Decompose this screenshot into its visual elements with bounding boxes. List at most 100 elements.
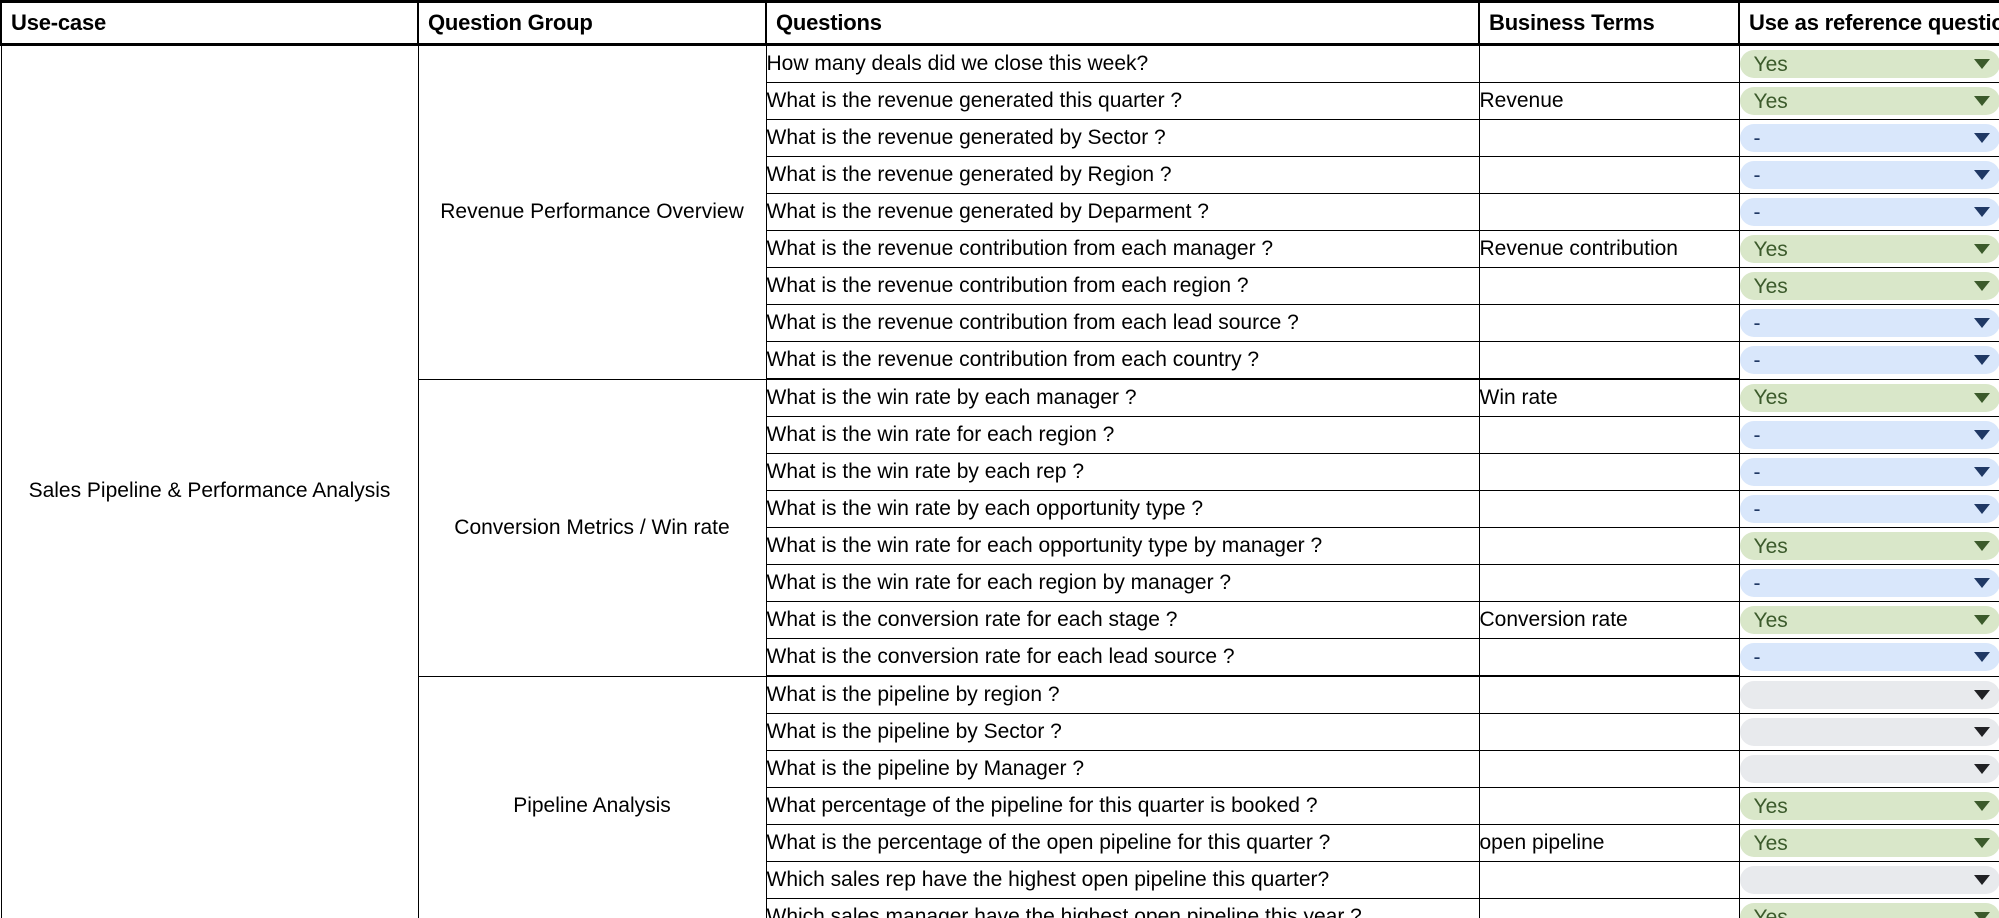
business-term-cell[interactable]: open pipeline [1478,824,1740,862]
business-term-cell[interactable] [1478,787,1740,825]
chevron-down-icon[interactable] [1973,59,1990,69]
business-term-cell[interactable] [1478,267,1740,305]
business-term-cell[interactable] [1478,861,1740,899]
chevron-down-icon[interactable] [1973,689,1990,700]
chevron-down-icon[interactable] [1973,244,1990,254]
chevron-down-icon[interactable] [1973,615,1990,625]
question-cell[interactable]: What is the revenue generated by Sector … [765,119,1480,157]
chevron-down-icon[interactable] [1973,392,1990,403]
question-cell[interactable]: What is the conversion rate for each sta… [765,601,1480,639]
question-cell[interactable]: What is the win rate for each region by … [765,564,1480,602]
question-cell[interactable]: What is the win rate for each opportunit… [765,527,1480,565]
question-group-cell[interactable]: Revenue Performance Overview [417,44,767,380]
chevron-down-icon[interactable] [1973,801,1990,811]
question-cell[interactable]: Which sales rep have the highest open pi… [765,861,1480,899]
chevron-down-icon[interactable] [1973,875,1990,885]
reference-question-dropdown[interactable]: Yes [1739,792,1999,820]
reference-question-dropdown[interactable]: - [1739,124,1999,152]
business-term-cell[interactable] [1478,341,1740,380]
reference-question-dropdown[interactable]: Yes [1739,87,1999,115]
chevron-down-icon[interactable] [1973,541,1990,551]
question-group-cell[interactable]: Pipeline Analysis [417,675,767,918]
question-cell[interactable]: What is the pipeline by Sector ? [765,713,1480,751]
question-cell[interactable]: What is the win rate by each manager ? [765,378,1480,417]
question-cell[interactable]: What is the revenue contribution from ea… [765,341,1480,380]
reference-question-dropdown[interactable]: Yes [1739,272,1999,300]
question-cell[interactable]: What is the revenue contribution from ea… [765,304,1480,342]
business-term-cell[interactable]: Win rate [1478,378,1740,417]
chevron-down-icon[interactable] [1973,318,1990,328]
question-cell[interactable]: What is the revenue contribution from ea… [765,230,1480,268]
chevron-down-icon[interactable] [1973,912,1990,918]
business-term-cell[interactable] [1478,119,1740,157]
reference-question-dropdown[interactable]: - [1739,346,1999,375]
business-term-cell[interactable] [1478,490,1740,528]
chevron-down-icon[interactable] [1973,133,1990,143]
reference-question-dropdown[interactable]: - [1739,421,1999,449]
reference-question-dropdown[interactable]: Yes [1739,829,1999,857]
reference-question-dropdown[interactable] [1739,755,1999,783]
business-term-cell[interactable] [1478,564,1740,602]
reference-question-dropdown[interactable]: - [1739,198,1999,226]
reference-question-dropdown[interactable]: Yes [1739,50,1999,78]
reference-question-dropdown[interactable]: Yes [1739,235,1999,263]
reference-question-dropdown[interactable] [1739,866,1999,894]
business-term-cell[interactable] [1478,527,1740,565]
chevron-down-icon[interactable] [1973,838,1990,848]
business-term-cell[interactable] [1478,713,1740,751]
business-term-cell[interactable]: Revenue [1478,82,1740,120]
chevron-down-icon[interactable] [1973,578,1990,588]
business-term-cell[interactable] [1478,453,1740,491]
reference-question-dropdown[interactable]: - [1739,309,1999,337]
question-cell[interactable]: What is the revenue contribution from ea… [765,267,1480,305]
reference-question-dropdown[interactable]: - [1739,643,1999,672]
business-term-cell[interactable] [1478,193,1740,231]
chevron-down-icon[interactable] [1973,355,1990,366]
usecase-cell[interactable]: Sales Pipeline & Performance Analysis [0,44,419,918]
business-term-cell[interactable]: Conversion rate [1478,601,1740,639]
question-cell[interactable]: What is the conversion rate for each lea… [765,638,1480,677]
question-cell[interactable]: What is the win rate for each region ? [765,416,1480,454]
reference-question-dropdown[interactable] [1739,680,1999,709]
chevron-down-icon[interactable] [1973,764,1990,774]
reference-question-dropdown[interactable]: Yes [1739,532,1999,560]
question-cell[interactable]: What is the pipeline by region ? [765,675,1480,714]
business-term-cell[interactable] [1478,638,1740,677]
question-group-cell[interactable]: Conversion Metrics / Win rate [417,378,767,677]
question-cell[interactable]: Which sales manager have the highest ope… [765,898,1480,918]
reference-question-dropdown[interactable]: Yes [1739,606,1999,634]
business-term-cell[interactable] [1478,43,1740,83]
business-term-cell[interactable] [1478,898,1740,918]
chevron-down-icon[interactable] [1973,504,1990,514]
question-cell[interactable]: How many deals did we close this week? [765,43,1480,83]
question-cell[interactable]: What is the pipeline by Manager ? [765,750,1480,788]
business-term-cell[interactable] [1478,750,1740,788]
reference-question-dropdown[interactable]: Yes [1739,383,1999,412]
chevron-down-icon[interactable] [1973,207,1990,217]
business-term-cell[interactable] [1478,156,1740,194]
question-cell[interactable]: What is the percentage of the open pipel… [765,824,1480,862]
reference-question-dropdown[interactable] [1739,718,1999,746]
question-cell[interactable]: What percentage of the pipeline for this… [765,787,1480,825]
reference-question-dropdown[interactable]: Yes [1739,903,1999,918]
chevron-down-icon[interactable] [1973,467,1990,477]
chevron-down-icon[interactable] [1973,96,1990,106]
reference-question-dropdown[interactable]: - [1739,458,1999,486]
chevron-down-icon[interactable] [1973,430,1990,440]
question-cell[interactable]: What is the revenue generated by Region … [765,156,1480,194]
business-term-cell[interactable] [1478,416,1740,454]
chevron-down-icon[interactable] [1973,170,1990,180]
business-term-cell[interactable] [1478,304,1740,342]
reference-question-dropdown[interactable]: - [1739,495,1999,523]
chevron-down-icon[interactable] [1973,727,1990,737]
reference-question-dropdown[interactable]: - [1739,161,1999,189]
question-cell[interactable]: What is the win rate by each opportunity… [765,490,1480,528]
question-cell[interactable]: What is the revenue generated this quart… [765,82,1480,120]
chevron-down-icon[interactable] [1973,281,1990,291]
question-cell[interactable]: What is the win rate by each rep ? [765,453,1480,491]
business-term-cell[interactable]: Revenue contribution [1478,230,1740,268]
business-term-cell[interactable] [1478,675,1740,714]
reference-question-dropdown[interactable]: - [1739,569,1999,597]
question-cell[interactable]: What is the revenue generated by Deparme… [765,193,1480,231]
chevron-down-icon[interactable] [1973,652,1990,663]
